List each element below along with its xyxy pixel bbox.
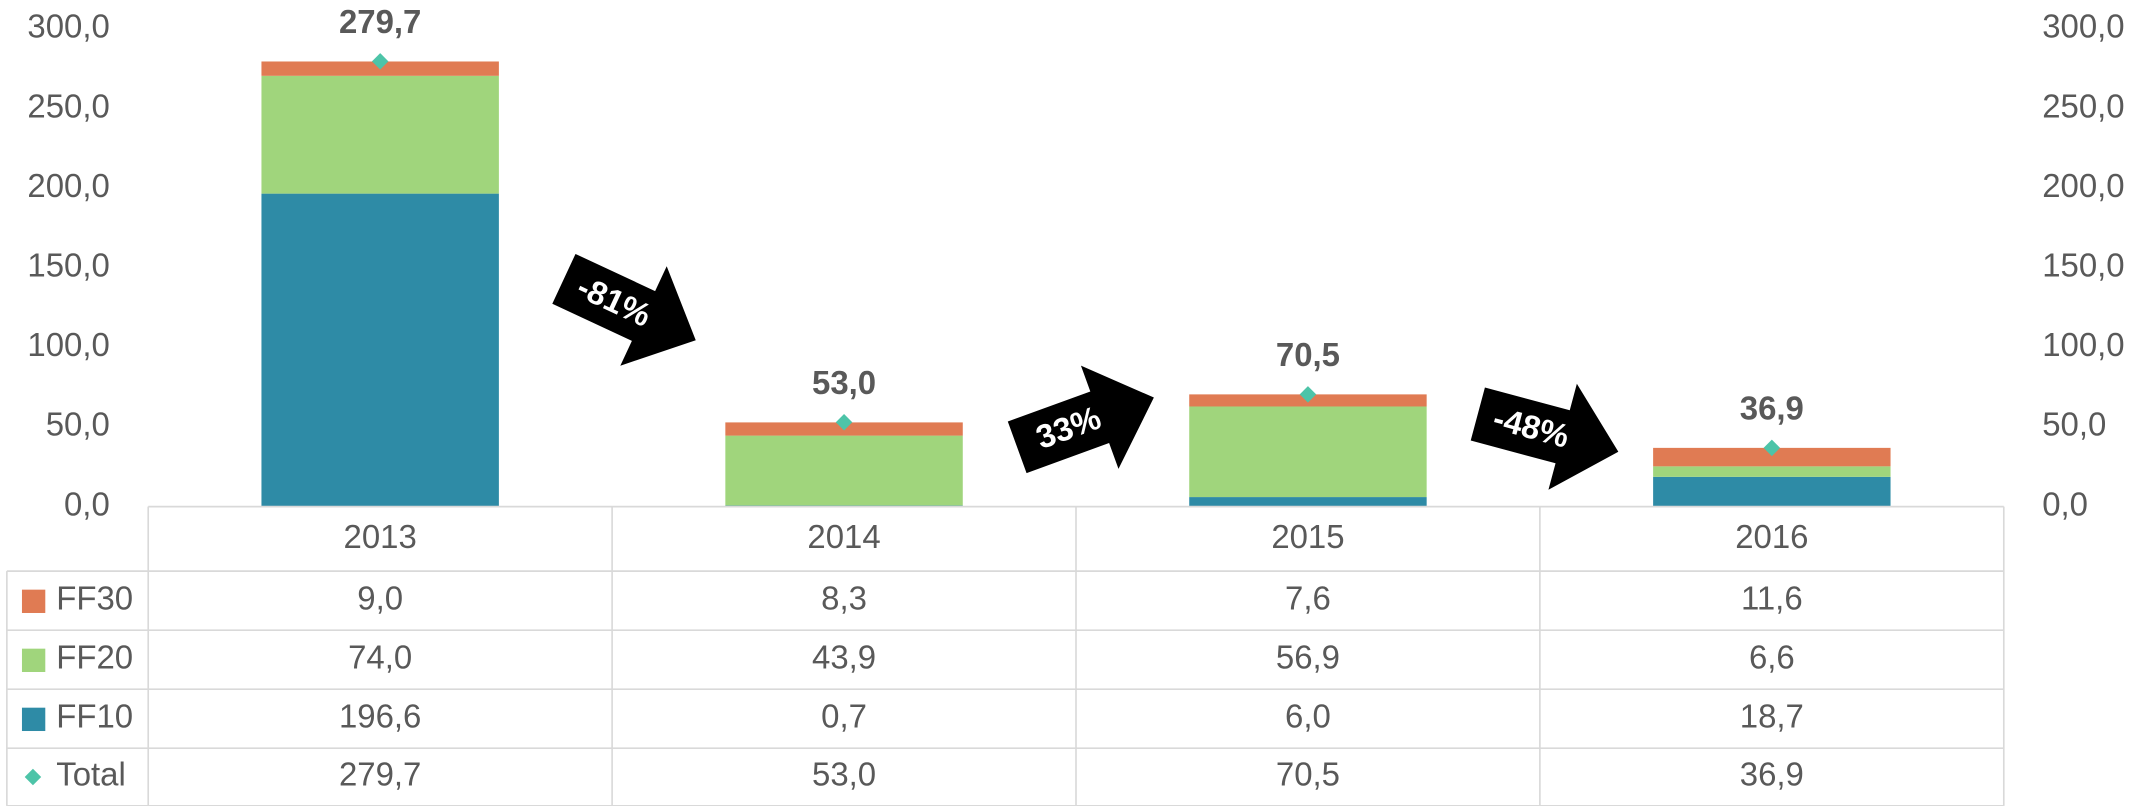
x-tick-label: 2013 bbox=[344, 518, 417, 555]
change-arrow: -48% bbox=[1470, 383, 1619, 490]
x-tick-label: 2014 bbox=[807, 518, 880, 555]
table-value: 56,9 bbox=[1276, 638, 1340, 675]
bar-segment bbox=[1653, 476, 1891, 507]
change-arrow: 33% bbox=[1007, 365, 1154, 474]
arrow-shape bbox=[1470, 383, 1619, 490]
table-value: 279,7 bbox=[339, 756, 421, 793]
table-value: 6,0 bbox=[1285, 697, 1331, 734]
table-value: 43,9 bbox=[812, 638, 876, 675]
total-label: 70,5 bbox=[1276, 336, 1340, 373]
table-value: 0,7 bbox=[821, 697, 867, 734]
y2-tick-label: 150,0 bbox=[2042, 247, 2124, 284]
legend-swatch bbox=[21, 589, 46, 613]
legend-swatch bbox=[21, 707, 46, 732]
y-tick-label: 300,0 bbox=[27, 8, 109, 45]
bar-segment bbox=[261, 193, 499, 507]
total-marker bbox=[1763, 439, 1781, 457]
bar-segment bbox=[1653, 466, 1891, 477]
y2-tick-label: 200,0 bbox=[2042, 167, 2124, 204]
table-value: 70,5 bbox=[1276, 756, 1340, 793]
y2-tick-label: 0,0 bbox=[2042, 485, 2088, 522]
x-tick-label: 2016 bbox=[1735, 518, 1808, 555]
y-tick-label: 150,0 bbox=[27, 247, 109, 284]
legend-swatch bbox=[21, 648, 46, 672]
table-value: 74,0 bbox=[348, 638, 412, 675]
table-value: 7,6 bbox=[1285, 579, 1331, 616]
legend-marker bbox=[24, 768, 42, 786]
table-value: 53,0 bbox=[812, 756, 876, 793]
table-value: 6,6 bbox=[1749, 638, 1795, 675]
table-value: 18,7 bbox=[1740, 697, 1804, 734]
table-value: 196,6 bbox=[339, 697, 421, 734]
bar-segment bbox=[1653, 447, 1891, 467]
y-tick-label: 200,0 bbox=[27, 167, 109, 204]
table-value: 36,9 bbox=[1740, 756, 1804, 793]
bar-segment bbox=[1189, 406, 1427, 498]
bar-segment bbox=[1189, 497, 1427, 507]
total-marker bbox=[835, 414, 853, 431]
table-value: 11,6 bbox=[1741, 579, 1803, 616]
total-label: 53,0 bbox=[812, 364, 876, 401]
y-tick-label: 100,0 bbox=[27, 326, 109, 363]
bar-segment bbox=[261, 75, 499, 194]
table-value: 8,3 bbox=[821, 579, 867, 616]
total-label: 279,7 bbox=[339, 3, 421, 40]
legend-label: Total bbox=[56, 756, 126, 793]
arrow-shape bbox=[552, 253, 696, 366]
y2-tick-label: 250,0 bbox=[2042, 87, 2124, 124]
y-tick-label: 50,0 bbox=[46, 406, 110, 443]
y-tick-label: 250,0 bbox=[27, 87, 109, 124]
legend-label: FF10 bbox=[56, 697, 133, 734]
y2-tick-label: 50,0 bbox=[2042, 406, 2106, 443]
legend-label: FF20 bbox=[56, 638, 133, 675]
y2-tick-label: 100,0 bbox=[2042, 326, 2124, 363]
change-arrow: -81% bbox=[552, 253, 696, 366]
bar-segment bbox=[725, 435, 963, 506]
table-value: 9,0 bbox=[357, 579, 403, 616]
y2-tick-label: 300,0 bbox=[2042, 8, 2124, 45]
x-tick-label: 2015 bbox=[1271, 518, 1344, 555]
arrow-shape bbox=[1007, 365, 1154, 474]
y-tick-label: 0,0 bbox=[64, 485, 110, 522]
total-label: 36,9 bbox=[1740, 390, 1804, 427]
legend-label: FF30 bbox=[56, 579, 133, 616]
